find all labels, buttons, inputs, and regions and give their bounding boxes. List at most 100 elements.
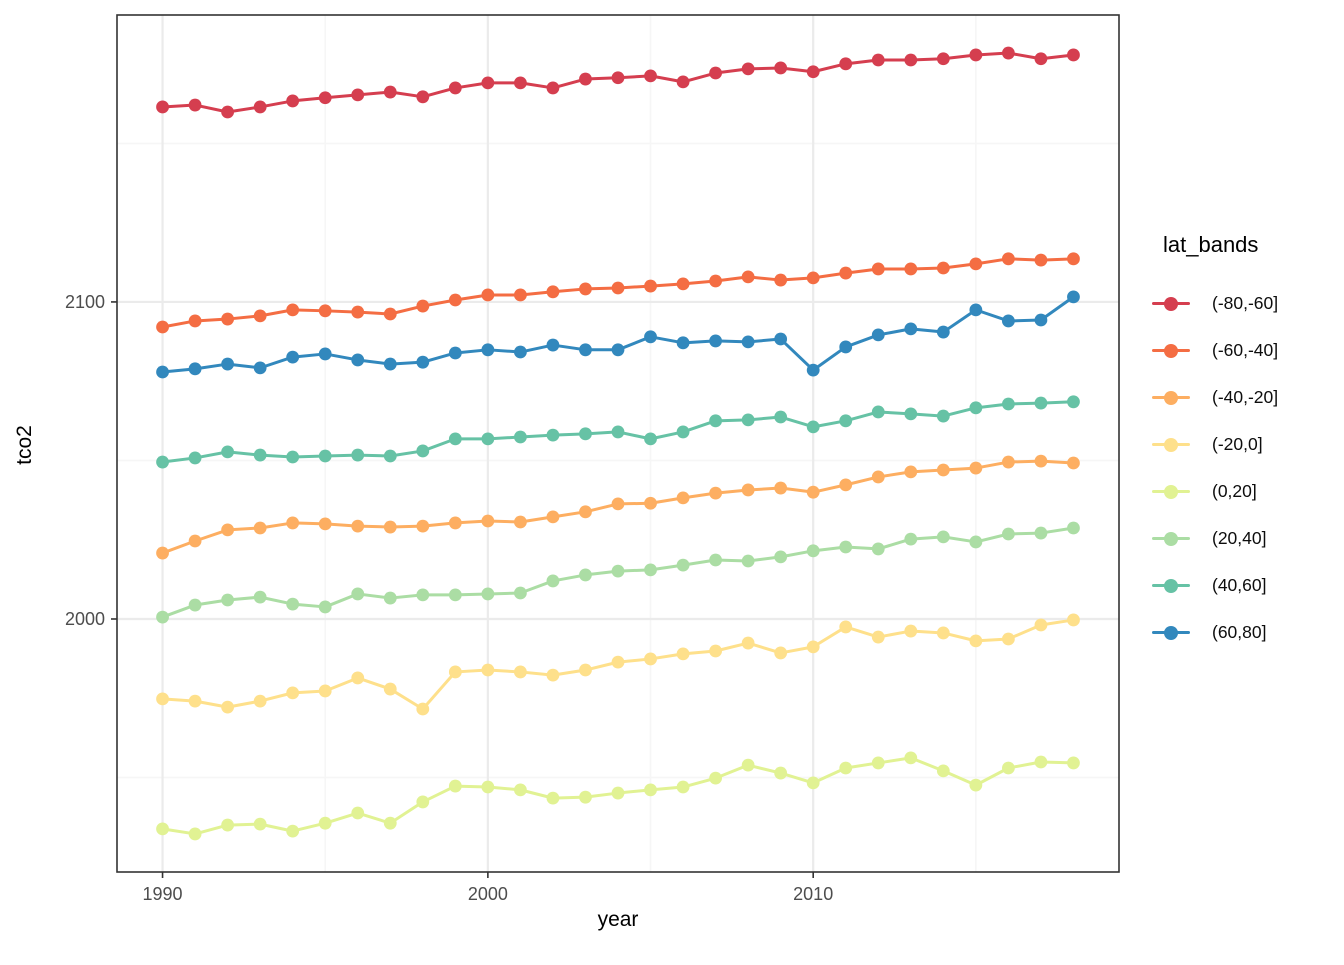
data-point [644, 69, 657, 83]
data-point [481, 514, 495, 528]
data-point [871, 262, 885, 276]
data-point [709, 553, 722, 567]
data-point [448, 346, 462, 360]
data-point [1034, 755, 1048, 769]
data-point [611, 281, 625, 295]
legend-entry: (-80,-60] [1150, 280, 1278, 327]
data-point [871, 328, 885, 342]
data-point [481, 780, 495, 794]
data-point [514, 345, 527, 359]
data-point [969, 535, 983, 549]
data-point [188, 362, 202, 376]
data-point [188, 451, 202, 465]
data-point [253, 309, 267, 323]
data-point [676, 425, 690, 439]
data-point [676, 277, 690, 291]
data-point [416, 588, 430, 602]
data-point [1067, 456, 1080, 470]
legend-label: (-80,-60] [1212, 293, 1279, 313]
data-point [579, 505, 592, 519]
data-point [644, 783, 657, 797]
data-point [839, 620, 853, 634]
data-point [1034, 313, 1048, 327]
data-point [871, 53, 885, 67]
data-point [1034, 396, 1048, 410]
data-point [253, 361, 267, 375]
data-point [253, 521, 267, 535]
data-point [839, 340, 853, 354]
data-point [709, 274, 722, 288]
legend-entry: (-20,0] [1150, 421, 1278, 468]
data-point [741, 554, 755, 568]
data-point [546, 285, 560, 299]
data-point [871, 470, 885, 484]
data-point [286, 350, 300, 364]
legend-entry: (40,60] [1150, 562, 1278, 609]
data-point [383, 85, 397, 99]
data-point [481, 343, 495, 357]
data-point [676, 491, 690, 505]
data-point [676, 558, 690, 572]
legend-entries: (-80,-60] (-60,-40] (-40,-20] (-20,0] (0,20]… [1150, 280, 1278, 656]
data-point [579, 343, 592, 357]
data-point [774, 273, 788, 287]
x-axis-title: year [597, 908, 639, 931]
data-point [546, 81, 560, 95]
data-point [676, 780, 690, 794]
data-point [416, 90, 430, 104]
data-point [1001, 314, 1015, 328]
data-point [936, 325, 950, 339]
data-point [383, 307, 397, 321]
legend-key-icon [1150, 529, 1192, 549]
data-point [676, 336, 690, 350]
data-point [481, 663, 495, 677]
data-point [156, 100, 169, 114]
data-point [969, 778, 983, 792]
data-point [904, 322, 918, 336]
data-point [871, 405, 885, 419]
data-point [188, 534, 202, 548]
data-point [1001, 632, 1015, 646]
data-point [579, 663, 592, 677]
data-point [351, 519, 365, 533]
data-point [936, 463, 950, 477]
data-point [579, 427, 592, 441]
data-point [611, 497, 625, 511]
data-point [936, 409, 950, 423]
data-point [416, 795, 430, 809]
data-point [221, 523, 235, 537]
data-point [318, 600, 332, 614]
data-point [709, 66, 722, 80]
data-point [774, 646, 788, 660]
data-point [904, 465, 918, 479]
data-point [741, 413, 755, 427]
data-point [611, 71, 625, 85]
data-point [448, 516, 462, 530]
legend-label: (0,20] [1212, 481, 1257, 501]
data-point [904, 262, 918, 276]
data-point [416, 444, 430, 458]
data-point [774, 550, 788, 564]
data-point [969, 634, 983, 648]
data-point [1001, 46, 1015, 60]
data-point [806, 420, 820, 434]
data-point [644, 432, 657, 446]
data-point [709, 414, 722, 428]
data-point [221, 357, 235, 371]
y-tick-label: 2100 [65, 292, 105, 312]
data-point [318, 449, 332, 463]
legend-key-icon [1150, 482, 1192, 502]
data-point [709, 644, 722, 658]
data-point [1067, 521, 1080, 535]
data-point [351, 806, 365, 820]
data-point [871, 756, 885, 770]
data-point [318, 304, 332, 318]
data-point [676, 75, 690, 89]
legend-entry: (-40,-20] [1150, 374, 1278, 421]
data-point [286, 686, 300, 700]
data-point [318, 816, 332, 830]
legend-label: (40,60] [1212, 575, 1267, 595]
data-point [709, 334, 722, 348]
data-point [156, 610, 169, 624]
